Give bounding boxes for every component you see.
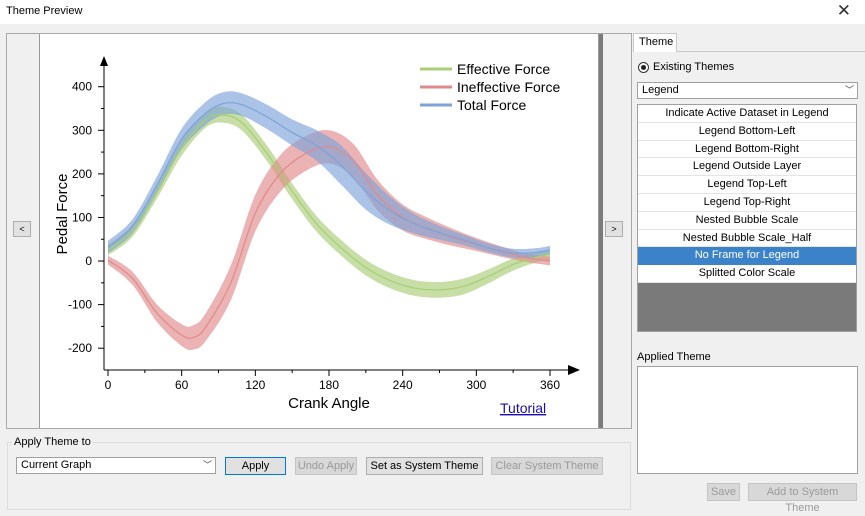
theme-category-value: Legend (642, 84, 679, 96)
x-tick-label: 0 (105, 378, 112, 392)
theme-list-item[interactable]: Legend Bottom-Left (638, 122, 856, 141)
series-line-0 (107, 113, 551, 291)
applied-theme-box[interactable] (637, 366, 858, 474)
pedal-force-chart: 400 300 200 100 0 -100 -200 0 60 120 180 240 300 360 C… (54, 56, 580, 416)
theme-list-item[interactable]: Splitted Color Scale (638, 265, 856, 283)
y-axis-label: Pedal Force (54, 174, 71, 255)
radio-selected-icon[interactable] (638, 61, 649, 73)
existing-themes-radio-row[interactable]: Existing Themes (638, 60, 734, 74)
page-shadow (599, 34, 603, 428)
set-as-system-theme-button[interactable]: Set as System Theme (366, 457, 483, 475)
legend-entry-label: Effective Force (457, 61, 550, 77)
close-icon[interactable]: ✕ (836, 1, 851, 20)
x-tick-label: 60 (175, 378, 189, 392)
theme-list[interactable]: Indicate Active Dataset in Legend Legend … (637, 104, 857, 332)
chevron-down-icon: ﹀ (844, 85, 854, 95)
legend-entry-label: Ineffective Force (457, 79, 560, 95)
graph-page: 400 300 200 100 0 -100 -200 0 60 120 180 240 300 360 C… (39, 34, 599, 428)
x-axis-arrow-icon (568, 365, 580, 375)
theme-category-select[interactable]: Legend ﹀ (637, 82, 858, 99)
series-line-2 (107, 102, 551, 255)
theme-list-item[interactable]: Indicate Active Dataset in Legend (638, 105, 856, 123)
y-tick-label: 300 (72, 123, 92, 137)
x-tick-label: 120 (245, 378, 265, 392)
theme-list-item[interactable]: No Frame for Legend (638, 247, 856, 266)
y-tick-label: -200 (68, 341, 92, 355)
x-tick-label: 300 (466, 378, 486, 392)
clear-system-theme-button[interactable]: Clear System Theme (491, 457, 603, 475)
tab-theme[interactable]: Theme (633, 33, 677, 52)
theme-list-item[interactable]: Legend Top-Right (638, 193, 856, 212)
apply-theme-group-label: Apply Theme to (12, 436, 93, 448)
y-tick-label: 100 (72, 210, 92, 224)
theme-list-item[interactable]: Nested Bubble Scale_Half (638, 229, 856, 248)
preview-frame: 400 300 200 100 0 -100 -200 0 60 120 180 240 300 360 C… (6, 33, 632, 429)
tab-divider (633, 51, 865, 52)
existing-themes-label: Existing Themes (653, 61, 735, 73)
tutorial-link[interactable]: Tutorial (500, 400, 546, 416)
x-axis-label: Crank Angle (288, 395, 370, 412)
x-tick-label: 180 (319, 378, 339, 392)
previous-page-button[interactable]: < (13, 221, 31, 237)
series-band-1 (108, 130, 550, 351)
theme-list-item[interactable]: Legend Top-Left (638, 176, 856, 194)
x-tick-label: 360 (540, 378, 560, 392)
chevron-down-icon: ﹀ (202, 460, 212, 470)
x-tick-label: 240 (393, 378, 413, 392)
apply-theme-group (7, 442, 631, 510)
next-page-button[interactable]: > (605, 221, 623, 237)
y-tick-label: 200 (72, 167, 92, 181)
add-to-system-theme-button[interactable]: Add to System Theme (748, 483, 857, 514)
theme-list-item[interactable]: Nested Bubble Scale (638, 211, 856, 230)
title-bar: Theme Preview ✕ (0, 0, 865, 24)
y-tick-label: -100 (68, 298, 92, 312)
apply-target-value: Current Graph (21, 459, 92, 471)
undo-apply-button[interactable]: Undo Apply (295, 457, 357, 475)
theme-list-item[interactable]: Legend Outside Layer (638, 158, 856, 177)
apply-target-select[interactable]: Current Graph ﹀ (16, 457, 216, 474)
applied-theme-label: Applied Theme (637, 351, 711, 363)
save-button[interactable]: Save (707, 483, 740, 501)
y-tick-label: 0 (85, 254, 92, 268)
apply-button[interactable]: Apply (225, 457, 286, 475)
y-tick-label: 400 (72, 80, 92, 94)
window-title: Theme Preview (6, 5, 83, 17)
legend-entry-label: Total Force (457, 97, 526, 113)
y-axis-arrow-icon (100, 56, 108, 66)
theme-list-item[interactable]: Legend Bottom-Right (638, 140, 856, 159)
